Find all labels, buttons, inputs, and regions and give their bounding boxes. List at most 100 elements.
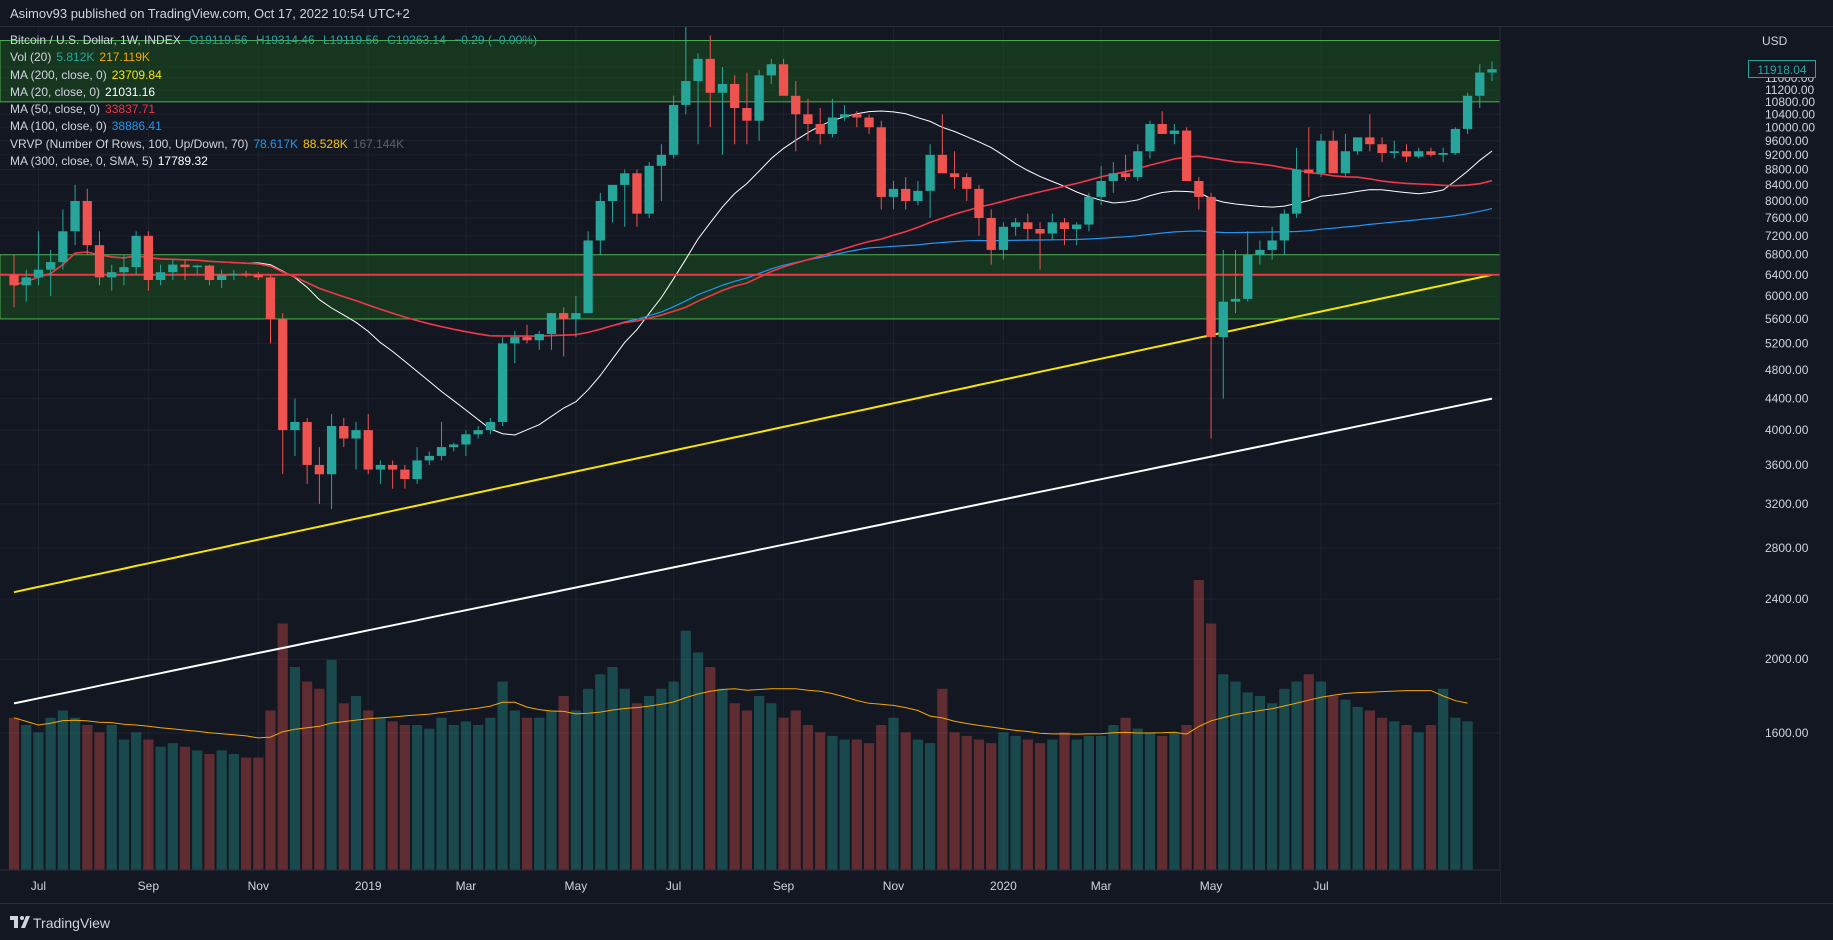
volume-bar	[644, 696, 655, 870]
ohlc-close: C19263.14	[387, 33, 446, 47]
time-tick-label: Mar	[1091, 879, 1112, 893]
legend-row[interactable]: MA (20, close, 0) 21031.16	[10, 84, 537, 101]
candle-body	[229, 273, 239, 275]
price-tick-label: 2000.00	[1765, 652, 1809, 666]
candle-body	[693, 58, 703, 82]
legend-row[interactable]: MA (100, close, 0) 38886.41	[10, 118, 537, 135]
candle-body	[1462, 95, 1473, 129]
candle-body	[778, 64, 789, 96]
legend-row[interactable]: MA (300, close, 0, SMA, 5) 17789.32	[10, 153, 537, 170]
volume-bar	[57, 710, 68, 870]
candle-body	[668, 104, 679, 155]
volume-bar	[1230, 681, 1241, 870]
candle-body	[644, 165, 654, 214]
time-axis[interactable]: Jul Sep Nov 2019 Mar May Jul Sep Nov 2020 Mar May Ju…	[0, 869, 1500, 903]
candle-body	[656, 154, 667, 166]
legend-row[interactable]: MA (200, close, 0) 23709.84	[10, 67, 537, 84]
volume-bar	[1267, 703, 1278, 870]
volume-bar	[741, 710, 753, 870]
time-tick-label: Mar	[456, 879, 477, 893]
candle-body	[21, 277, 31, 286]
candle-body	[1438, 153, 1448, 155]
volume-bar	[277, 623, 288, 870]
volume-bar	[570, 710, 582, 870]
volume-bar	[485, 717, 496, 870]
volume-bar	[1169, 732, 1180, 870]
candle-body	[1279, 213, 1289, 241]
volume-bar	[155, 746, 166, 870]
volume-bar	[1144, 732, 1156, 870]
legend-row-label: Vol (20)	[10, 50, 52, 65]
candle-body	[510, 337, 520, 344]
price-tick-label: 9200.00	[1765, 148, 1809, 162]
volume-bar	[631, 703, 643, 870]
price-tick-label: 4800.00	[1765, 363, 1809, 377]
time-tick-label: Jul	[1313, 879, 1328, 893]
candle-body	[1414, 151, 1424, 157]
candle-body	[1255, 249, 1265, 255]
candle-body	[70, 201, 80, 232]
legend-symbol-row[interactable]: Bitcoin / U.S. Dollar, 1W, INDEX O19119.…	[10, 32, 537, 49]
candle-body	[986, 217, 996, 250]
candle-body	[1145, 123, 1155, 152]
candle-body	[583, 240, 593, 314]
volume-bar	[1181, 725, 1192, 870]
legend-row[interactable]: Vol (20) 5.812K 217.119K	[10, 49, 537, 66]
candle-body	[632, 173, 642, 214]
volume-bar	[387, 721, 398, 870]
volume-bar	[1083, 735, 1095, 870]
legend-row-value: 88.528K	[303, 136, 348, 151]
price-tick-label: 8400.00	[1765, 178, 1809, 192]
volume-bar	[509, 710, 520, 870]
volume-bar	[766, 703, 777, 870]
volume-bar	[876, 725, 887, 870]
candle-body	[1243, 254, 1253, 299]
volume-bar	[900, 732, 911, 870]
candle-body	[901, 188, 911, 202]
candle-body	[278, 318, 288, 431]
volume-bar	[131, 732, 142, 870]
price-tick-label: 4000.00	[1765, 423, 1809, 437]
ma-300-line	[13, 397, 1493, 705]
candle-body	[546, 313, 557, 335]
candle-body	[241, 273, 251, 275]
candle-body	[1010, 222, 1021, 227]
volume-bar	[1242, 692, 1253, 870]
volume-bar	[778, 717, 789, 870]
candle-body	[1120, 173, 1131, 178]
price-chart[interactable]: USD12000.0011600.0011200.0010800.0010400…	[0, 27, 1833, 903]
volume-bar	[350, 696, 362, 870]
candle-body	[82, 201, 92, 246]
candle-body	[1230, 298, 1241, 302]
volume-bar	[1095, 735, 1107, 870]
legend-row[interactable]: MA (50, close, 0) 33837.71	[10, 101, 537, 118]
candle-body	[168, 264, 178, 273]
candle-body	[1475, 72, 1485, 96]
candle-body	[1267, 240, 1277, 250]
ohlc-high: H19314.46	[255, 33, 315, 47]
time-tick-label: May	[565, 879, 588, 893]
volume-bar	[1462, 721, 1473, 870]
candle-body	[1426, 151, 1436, 155]
candle-body	[253, 274, 263, 278]
volume-bar	[1364, 710, 1375, 870]
candle-body	[998, 226, 1009, 250]
candle-body	[1316, 140, 1326, 174]
candle-body	[754, 75, 764, 121]
top-bar: Asimov93 published on TradingView.com, O…	[0, 0, 1833, 27]
volume-bar	[924, 743, 936, 870]
volume-bar	[668, 681, 679, 870]
volume-bar	[228, 754, 239, 870]
volume-bar	[460, 721, 472, 870]
legend-row[interactable]: VRVP (Number Of Rows, 100, Up/Down, 70) 7…	[10, 136, 537, 153]
candle-body	[717, 83, 728, 93]
price-axis[interactable]: USD12000.0011600.0011200.0010800.0010400…	[1499, 27, 1833, 903]
time-tick-label: 2019	[355, 879, 382, 893]
volume-bar	[1034, 743, 1046, 870]
candle-body	[485, 421, 496, 431]
ma-200-line	[13, 273, 1493, 594]
time-tick-label: May	[1200, 879, 1223, 893]
volume-bar	[753, 696, 765, 870]
price-zone	[0, 254, 1501, 320]
volume-bar	[240, 757, 252, 870]
